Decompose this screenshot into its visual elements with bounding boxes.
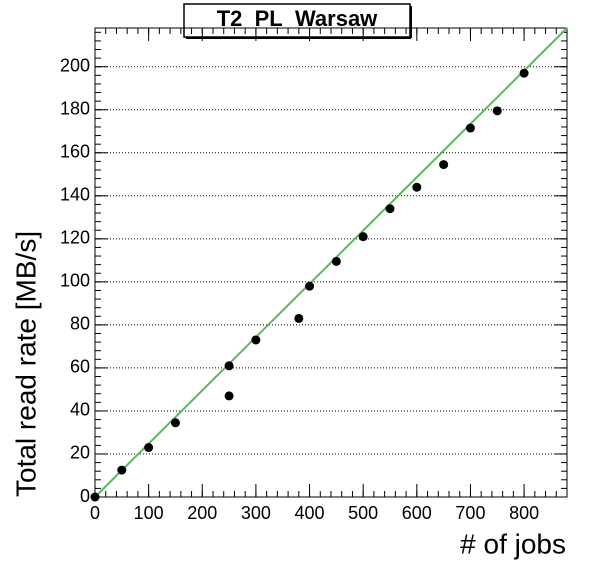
x-tick-label: 300	[241, 503, 271, 523]
x-tick-label: 0	[90, 503, 100, 523]
x-tick-label: 500	[348, 503, 378, 523]
data-point	[305, 281, 315, 291]
data-point	[144, 443, 154, 453]
data-point	[90, 492, 100, 502]
y-tick-label: 160	[60, 142, 90, 162]
data-point	[385, 204, 395, 214]
data-point	[224, 391, 234, 401]
data-point	[492, 106, 502, 116]
data-point	[224, 361, 234, 371]
y-tick-label: 140	[60, 185, 90, 205]
y-tick-label: 20	[70, 443, 90, 463]
data-point	[117, 465, 127, 475]
x-tick-label: 600	[402, 503, 432, 523]
x-tick-label: 400	[295, 503, 325, 523]
data-point	[465, 123, 475, 133]
chart-title: T2_PL_Warsaw	[217, 6, 378, 31]
y-tick-label: 180	[60, 99, 90, 119]
data-point	[331, 256, 341, 266]
x-tick-label: 200	[187, 503, 217, 523]
y-tick-label: 0	[80, 486, 90, 506]
y-tick-label: 60	[70, 357, 90, 377]
data-point	[412, 182, 422, 192]
data-point	[170, 418, 180, 428]
y-tick-label: 200	[60, 55, 90, 75]
data-point	[251, 335, 261, 345]
y-tick-label: 40	[70, 400, 90, 420]
y-axis-label: Total read rate [MB/s]	[10, 231, 41, 497]
data-point	[439, 160, 449, 170]
x-tick-label: 100	[134, 503, 164, 523]
title-box	[183, 3, 411, 38]
y-tick-label: 100	[60, 271, 90, 291]
x-tick-label: 700	[455, 503, 485, 523]
y-tick-label: 80	[70, 314, 90, 334]
x-tick-label: 800	[509, 503, 539, 523]
data-point	[294, 313, 304, 323]
x-axis-label: # of jobs	[460, 528, 566, 559]
y-tick-label: 120	[60, 228, 90, 248]
data-point	[519, 68, 529, 78]
data-point	[358, 232, 368, 242]
